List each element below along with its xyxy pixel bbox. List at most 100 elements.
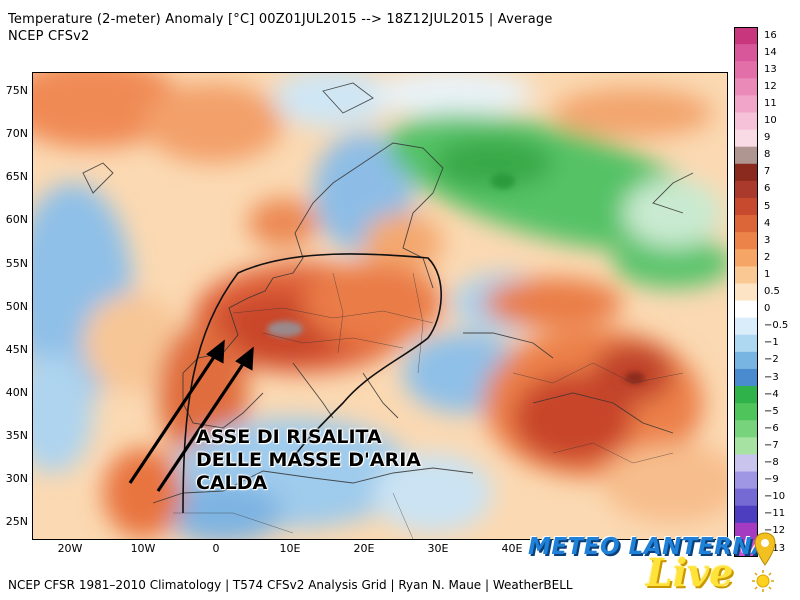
- colorbar-label: 3: [764, 234, 771, 246]
- colorbar-swatch: [734, 368, 758, 387]
- colorbar-label: 10: [764, 115, 777, 126]
- colorbar-label: 16: [764, 29, 777, 41]
- colorbar-frame: [734, 27, 758, 557]
- colorbar-label: −1: [764, 337, 779, 349]
- lat-label: 30N: [5, 472, 28, 485]
- colorbar-swatch: [734, 334, 758, 353]
- map-footer: NCEP CFSR 1981–2010 Climatology | T574 C…: [8, 578, 573, 592]
- lon-label: 20W: [57, 542, 83, 555]
- lon-label: 20E: [353, 542, 375, 555]
- annotation-line: DELLE MASSE D'ARIA: [196, 449, 421, 471]
- colorbar-label: −5: [764, 405, 779, 417]
- warm-air-arrows: [128, 339, 254, 492]
- colorbar-label: 8: [764, 149, 771, 161]
- map-annotation: ASSE DI RISALITA DELLE MASSE D'ARIA CALD…: [196, 426, 421, 495]
- colorbar-swatch: [734, 129, 758, 148]
- colorbar-swatch: [734, 454, 758, 473]
- colorbar-label: 0.5: [764, 286, 780, 297]
- colorbar-label: 4: [764, 217, 771, 229]
- colorbar-swatch: [734, 180, 758, 199]
- logo-name: METEO LANTERNA: [528, 534, 771, 560]
- colorbar-swatch: [734, 317, 758, 336]
- colorbar-swatch: [734, 403, 758, 421]
- anomaly-map: [32, 72, 728, 540]
- lon-label: 0: [212, 542, 220, 555]
- colorbar-swatch: [734, 351, 758, 370]
- colorbar-label: 6: [764, 183, 771, 195]
- lat-label: 65N: [5, 170, 28, 183]
- colorbar-label: 11: [764, 97, 777, 109]
- colorbar-label: 14: [764, 46, 777, 58]
- colorbar-swatch: [734, 420, 758, 438]
- lat-label: 50N: [5, 300, 28, 313]
- colorbar-label: 2: [764, 251, 771, 263]
- colorbar-label: −6: [764, 422, 779, 434]
- arrow-head: [206, 339, 225, 364]
- lon-label: 10W: [130, 542, 156, 555]
- colorbar-label: −12: [764, 525, 786, 537]
- colorbar-label: −9: [764, 474, 779, 486]
- meteo-lanterna-logo: METEO LANTERNA Live: [528, 532, 798, 598]
- sun-icon: [752, 570, 774, 592]
- colorbar-swatch: [734, 27, 758, 45]
- colorbar-swatch: [734, 505, 758, 524]
- colorbar-label: 13: [764, 63, 777, 75]
- colorbar-swatch: [734, 112, 758, 131]
- annotation-line: CALDA: [196, 472, 268, 494]
- colorbar-swatch: [734, 522, 758, 541]
- colorbar-swatch: [734, 539, 758, 557]
- lat-label: 35N: [5, 429, 28, 442]
- colorbar-label: 9: [764, 132, 771, 144]
- colorbar-label: −10: [764, 491, 786, 503]
- lat-label: 40N: [5, 386, 28, 399]
- logo-tagline: Live: [646, 550, 734, 595]
- colorbar-swatch: [734, 471, 758, 490]
- colorbar-swatch: [734, 78, 758, 96]
- colorbar-swatch: [734, 249, 758, 267]
- anomaly-field: [33, 73, 727, 539]
- colorbar-swatch: [734, 197, 758, 216]
- colorbar-label: −11: [764, 508, 786, 520]
- colorbar-label: −2: [764, 354, 779, 366]
- colorbar-label: −8: [764, 457, 779, 468]
- colorbar-label: 12: [764, 80, 777, 92]
- colorbar-swatch: [734, 266, 758, 284]
- colorbar: [734, 27, 758, 557]
- colorbar-label: −3: [764, 371, 779, 383]
- lat-label: 45N: [5, 343, 28, 356]
- lat-label: 75N: [5, 84, 28, 97]
- colorbar-swatch: [734, 61, 758, 79]
- colorbar-swatch: [734, 386, 758, 404]
- location-pin-icon: [754, 532, 776, 566]
- colorbar-label: 7: [764, 166, 771, 178]
- colorbar-swatch: [734, 163, 758, 182]
- colorbar-swatch: [734, 215, 758, 233]
- colorbar-swatch: [734, 95, 758, 113]
- lat-label: 25N: [5, 515, 28, 528]
- annotation-line: ASSE DI RISALITA: [196, 426, 382, 448]
- map-title: Temperature (2-meter) Anomaly [°C] 00Z01…: [8, 12, 553, 27]
- lon-label: 40E: [501, 542, 523, 555]
- lat-label: 60N: [5, 213, 28, 226]
- colorbar-swatch: [734, 232, 758, 250]
- colorbar-swatch: [734, 283, 758, 302]
- colorbar-label: 0: [764, 303, 771, 315]
- colorbar-label: −4: [764, 388, 779, 400]
- lat-label: 55N: [5, 257, 28, 270]
- coastlines: [82, 82, 694, 504]
- lon-label: 30E: [427, 542, 449, 555]
- warm-air-outline: [182, 253, 442, 514]
- lat-label: 70N: [5, 127, 28, 140]
- colorbar-swatch: [734, 488, 758, 507]
- colorbar-label: 1: [764, 268, 771, 280]
- arrow-head: [235, 346, 254, 371]
- colorbar-label: −0.5: [764, 320, 789, 332]
- lon-label: 10E: [279, 542, 301, 555]
- colorbar-swatch: [734, 437, 758, 455]
- colorbar-swatch: [734, 146, 758, 165]
- colorbar-swatch: [734, 300, 758, 319]
- map-subtitle: NCEP CFSv2: [8, 29, 90, 44]
- colorbar-label: 5: [764, 200, 771, 212]
- colorbar-swatch: [734, 44, 758, 62]
- colorbar-label: −7: [764, 439, 779, 451]
